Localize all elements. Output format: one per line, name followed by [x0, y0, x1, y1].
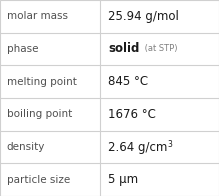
Text: phase: phase — [7, 44, 38, 54]
Text: molar mass: molar mass — [7, 11, 68, 21]
Text: particle size: particle size — [7, 175, 70, 185]
Text: 25.94 g/mol: 25.94 g/mol — [108, 10, 179, 23]
Text: solid: solid — [108, 43, 140, 55]
Text: (at STP): (at STP) — [142, 44, 177, 54]
Text: 1676 °C: 1676 °C — [108, 108, 156, 121]
Text: 3: 3 — [168, 140, 173, 149]
Text: melting point: melting point — [7, 77, 76, 87]
Text: 2.64 g/cm: 2.64 g/cm — [108, 141, 168, 153]
Text: 5 μm: 5 μm — [108, 173, 139, 186]
Text: 845 °C: 845 °C — [108, 75, 148, 88]
Text: boiling point: boiling point — [7, 109, 72, 119]
Text: density: density — [7, 142, 45, 152]
